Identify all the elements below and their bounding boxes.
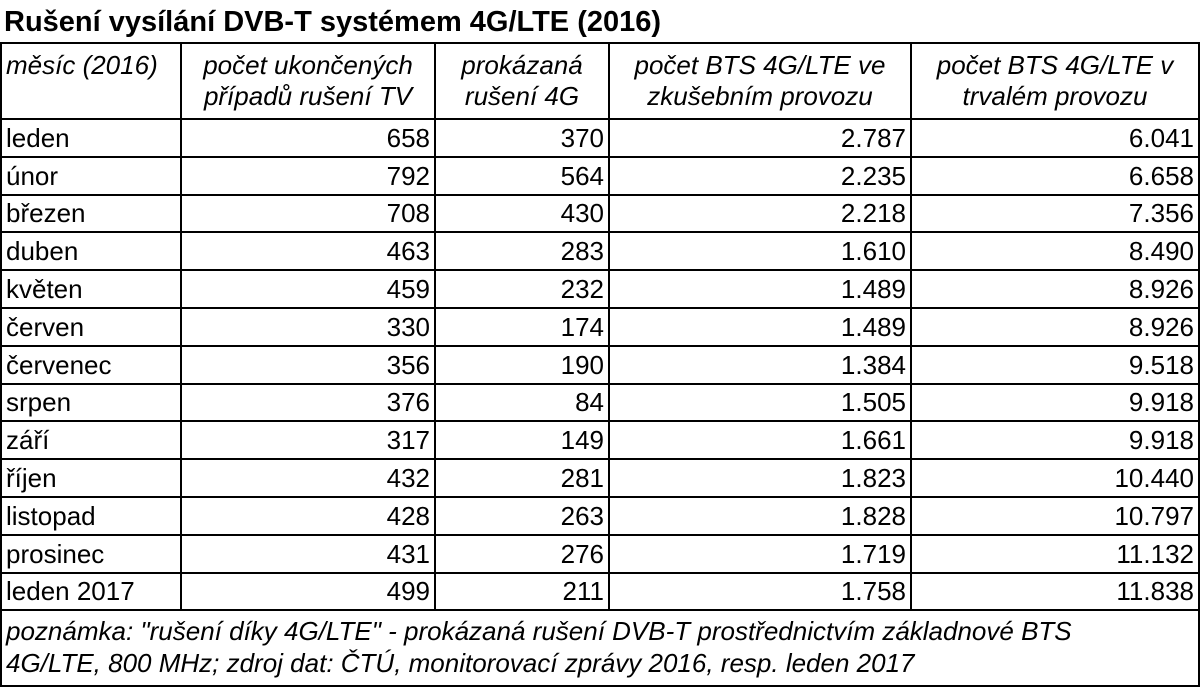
cell-trial-bts: 1.489 [608,269,912,309]
table-row: únor 792 564 2.235 6.658 [0,155,1200,196]
cell-trial-bts: 1.823 [608,458,912,498]
note-cell: poznámka: "rušení díky 4G/LTE" - prokáza… [0,609,1200,687]
header-permanent-bts: počet BTS 4G/LTE v trvalém provozu [910,42,1200,120]
cell-permanent-bts: 8.926 [910,306,1200,347]
cell-cases: 792 [180,155,436,196]
cell-month: březen [0,193,182,234]
cell-trial-bts: 1.661 [608,420,912,461]
cell-permanent-bts: 6.658 [910,155,1200,196]
cell-cases: 463 [180,231,436,272]
cell-month: červen [0,306,182,347]
cell-proven: 430 [434,193,610,234]
table-row: září 317 149 1.661 9.918 [0,420,1200,461]
cell-permanent-bts: 10.797 [910,495,1200,536]
cell-permanent-bts: 9.918 [910,420,1200,461]
cell-trial-bts: 1.758 [608,571,912,612]
cell-month: červenec [0,344,182,385]
cell-cases: 432 [180,458,436,498]
header-cases: počet ukončených případů rušení TV [180,42,436,120]
table-row: srpen 376 84 1.505 9.918 [0,382,1200,423]
cell-month: květen [0,269,182,309]
table-row: listopad 428 263 1.828 10.797 [0,495,1200,536]
cell-permanent-bts: 8.490 [910,231,1200,272]
header-proven: prokázaná rušení 4G [434,42,610,120]
cell-trial-bts: 1.828 [608,495,912,536]
cell-cases: 658 [180,118,436,158]
cell-month: listopad [0,495,182,536]
cell-month: prosinec [0,533,182,574]
cell-proven: 564 [434,155,610,196]
cell-proven: 149 [434,420,610,461]
cell-month: leden [0,118,182,158]
cell-trial-bts: 1.719 [608,533,912,574]
cell-cases: 499 [180,571,436,612]
cell-cases: 708 [180,193,436,234]
cell-cases: 459 [180,269,436,309]
header-row: měsíc (2016) počet ukončených případů ru… [0,42,1200,120]
cell-proven: 370 [434,118,610,158]
cell-proven: 281 [434,458,610,498]
cell-cases: 428 [180,495,436,536]
cell-trial-bts: 2.218 [608,193,912,234]
cell-proven: 174 [434,306,610,347]
table-row: duben 463 283 1.610 8.490 [0,231,1200,272]
table-row: červen 330 174 1.489 8.926 [0,306,1200,347]
cell-proven: 232 [434,269,610,309]
cell-permanent-bts: 9.918 [910,382,1200,423]
table-row: květen 459 232 1.489 8.926 [0,269,1200,309]
cell-month: září [0,420,182,461]
cell-permanent-bts: 10.440 [910,458,1200,498]
cell-proven: 84 [434,382,610,423]
cell-trial-bts: 1.489 [608,306,912,347]
cell-month: únor [0,155,182,196]
cell-permanent-bts: 6.041 [910,118,1200,158]
cell-permanent-bts: 11.132 [910,533,1200,574]
cell-proven: 276 [434,533,610,574]
cell-proven: 283 [434,231,610,272]
cell-trial-bts: 2.235 [608,155,912,196]
table-row: říjen 432 281 1.823 10.440 [0,458,1200,498]
cell-cases: 376 [180,382,436,423]
cell-proven: 190 [434,344,610,385]
header-month: měsíc (2016) [0,42,182,120]
cell-proven: 211 [434,571,610,612]
note-line-1: poznámka: "rušení díky 4G/LTE" - prokáza… [6,616,1072,647]
cell-trial-bts: 1.384 [608,344,912,385]
cell-permanent-bts: 9.518 [910,344,1200,385]
note-row: poznámka: "rušení díky 4G/LTE" - prokáza… [0,609,1200,687]
table-body: leden 658 370 2.787 6.041 únor 792 564 2.235 6.65… [0,118,1200,612]
table-row: prosinec 431 276 1.719 11.132 [0,533,1200,574]
interference-table: měsíc (2016) počet ukončených případů ru… [0,42,1200,687]
table-row: leden 658 370 2.787 6.041 [0,118,1200,158]
cell-month: říjen [0,458,182,498]
cell-trial-bts: 2.787 [608,118,912,158]
cell-proven: 263 [434,495,610,536]
cell-cases: 431 [180,533,436,574]
table-title: Rušení vysílání DVB-T systémem 4G/LTE (2… [4,6,662,38]
cell-permanent-bts: 11.838 [910,571,1200,612]
cell-month: leden 2017 [0,571,182,612]
cell-cases: 356 [180,344,436,385]
table-row: červenec 356 190 1.384 9.518 [0,344,1200,385]
cell-cases: 330 [180,306,436,347]
cell-permanent-bts: 8.926 [910,269,1200,309]
cell-month: duben [0,231,182,272]
cell-trial-bts: 1.610 [608,231,912,272]
cell-trial-bts: 1.505 [608,382,912,423]
cell-cases: 317 [180,420,436,461]
cell-month: srpen [0,382,182,423]
note-line-2: 4G/LTE, 800 MHz; zdroj dat: ČTÚ, monitor… [6,648,915,679]
table-row: březen 708 430 2.218 7.356 [0,193,1200,234]
table-row: leden 2017 499 211 1.758 11.838 [0,571,1200,612]
cell-permanent-bts: 7.356 [910,193,1200,234]
header-trial-bts: počet BTS 4G/LTE ve zkušebním provozu [608,42,912,120]
